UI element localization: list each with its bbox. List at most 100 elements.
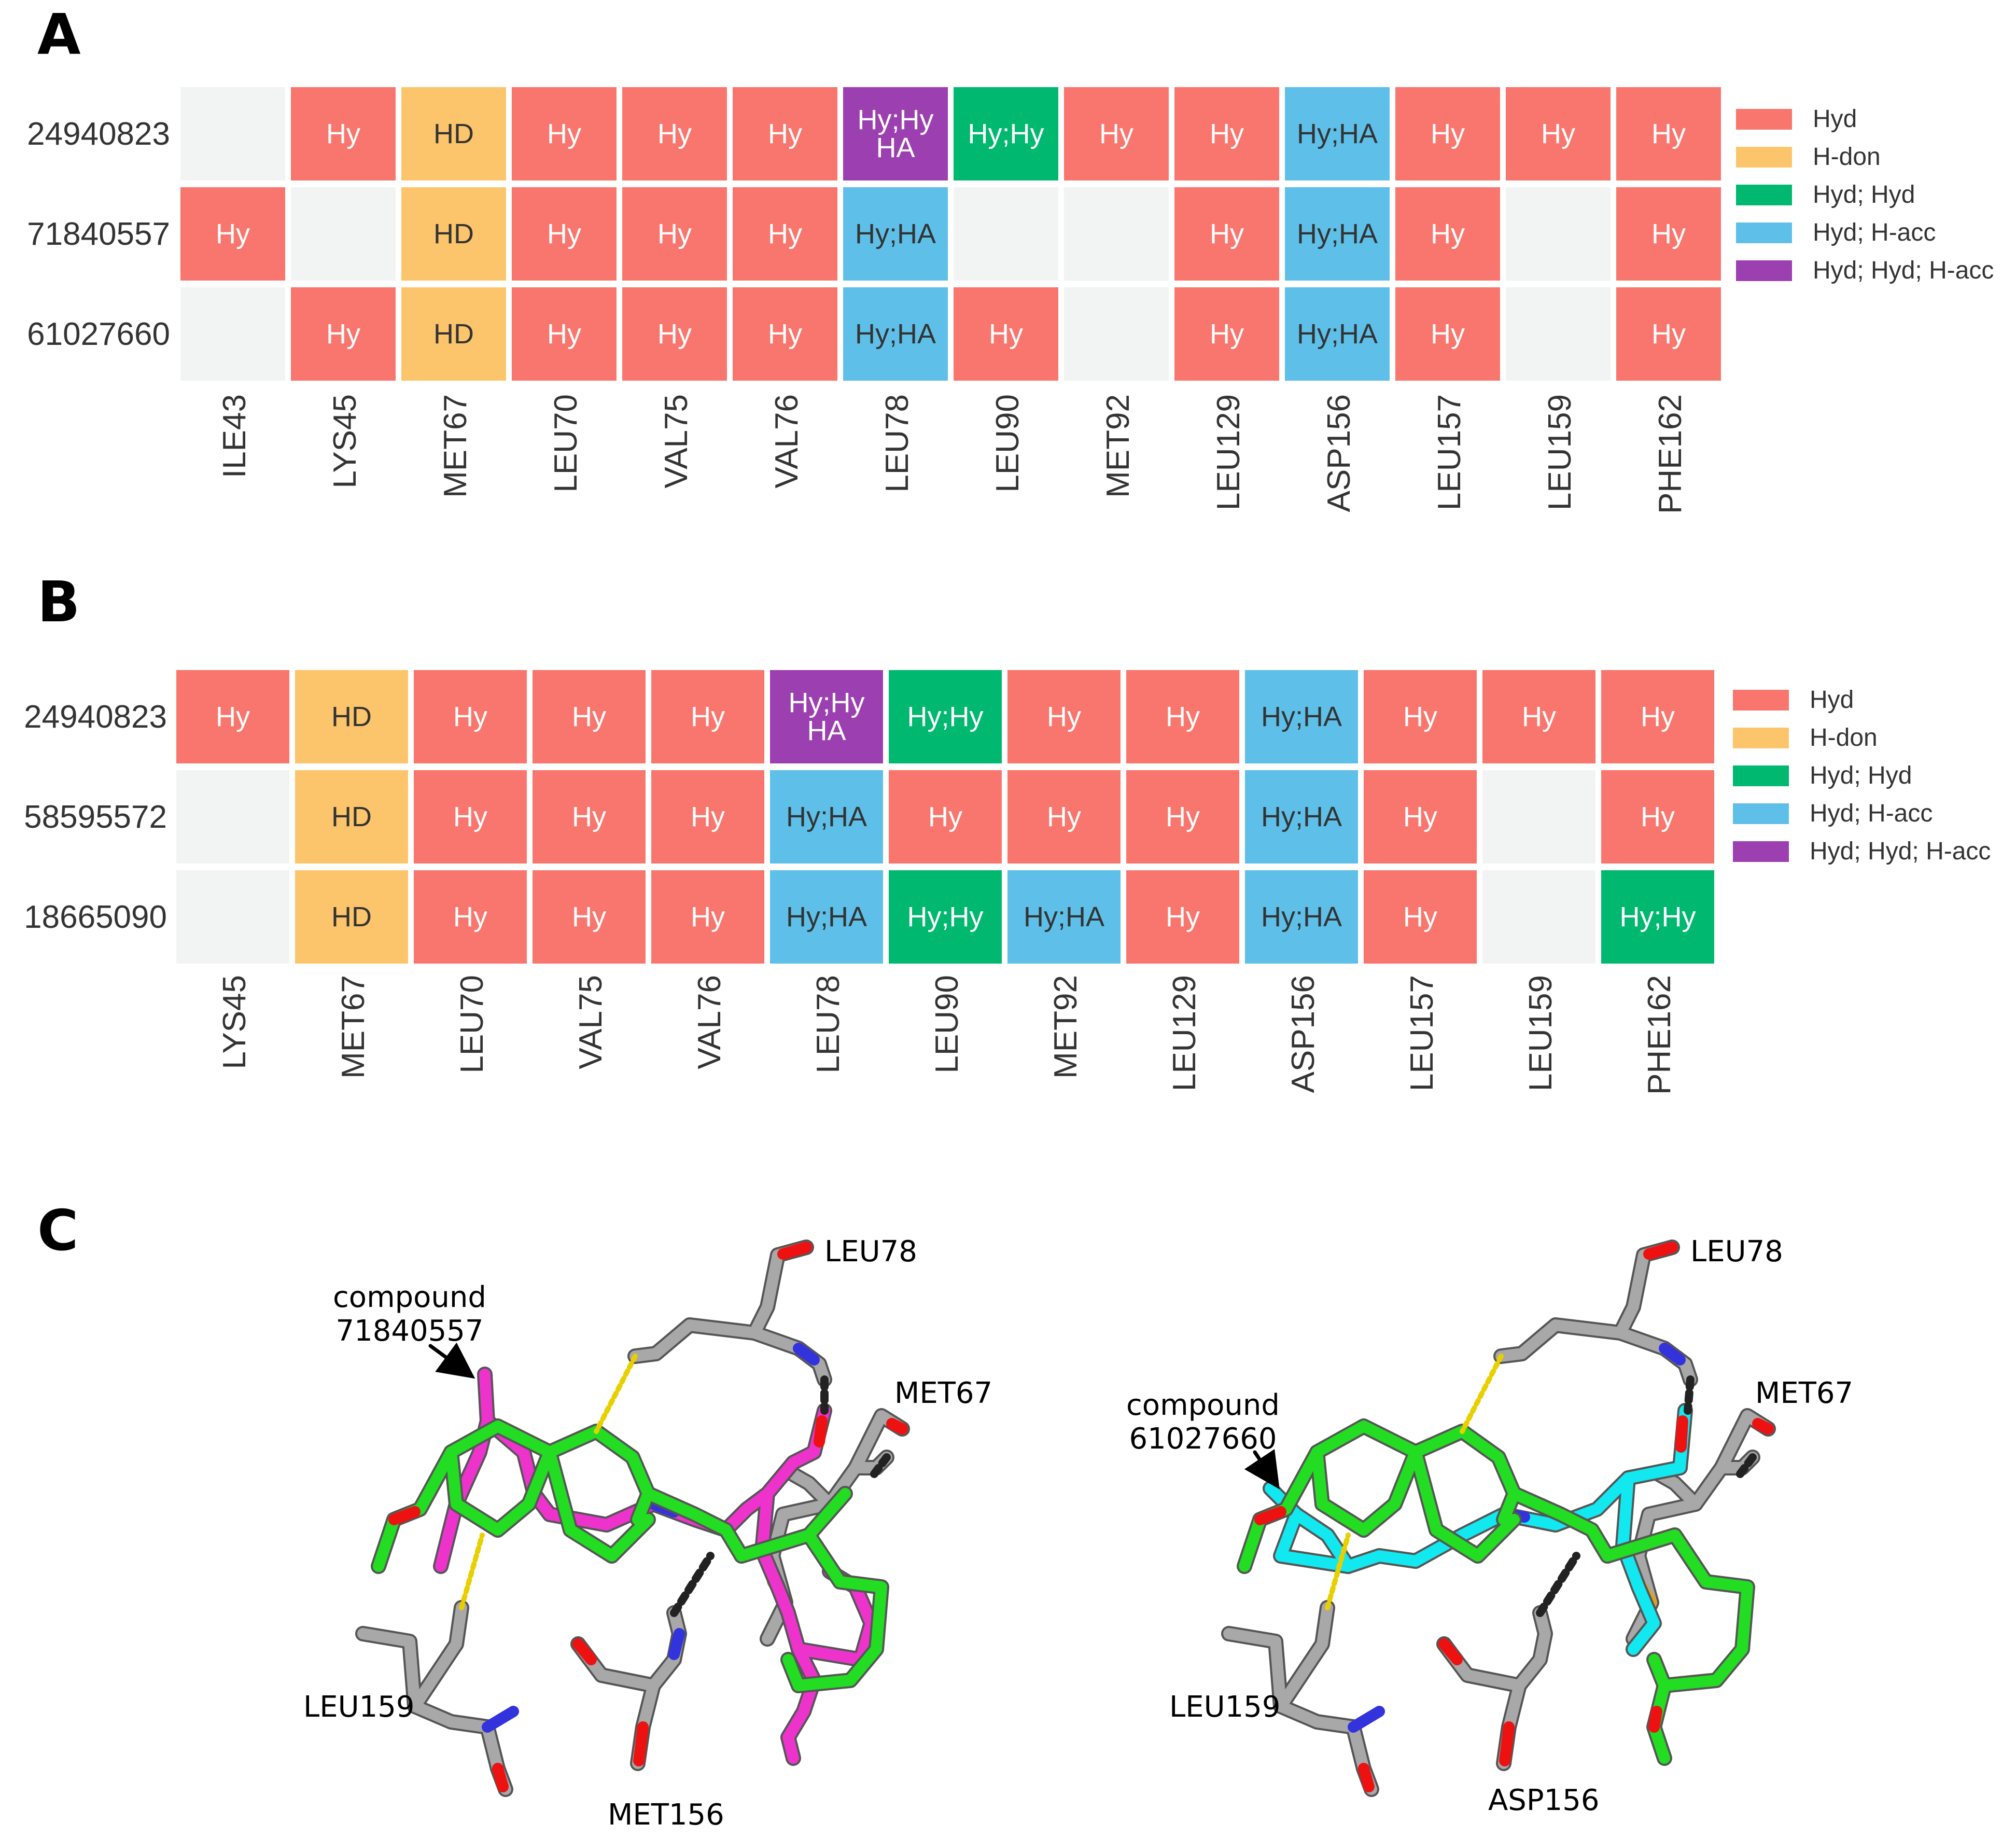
heatmap-cell: Hy;Hy [1601,870,1714,964]
heatmap-cell: Hy [1395,87,1500,180]
column-label: ILE43 [217,394,253,479]
heatmap-cell: Hy [1126,770,1239,864]
heatmap-cell [176,770,289,864]
column-label: LEU78 [879,394,915,493]
column-label: VAL75 [573,975,609,1069]
legend-label: H-don [1810,724,1878,751]
legend-item: Hyd; H-acc [1736,218,1936,247]
heatmap-cell: Hy [622,187,727,281]
column-label: LEU90 [929,975,965,1074]
heatmap-cell: Hy [414,870,527,964]
row-label: 58595572 [24,799,167,835]
heatmap-cell [1064,187,1169,281]
heatmap-cell: Hy [651,870,764,964]
legend-label: Hyd; H-acc [1813,219,1936,246]
right-leu159-label: LEU159 [1169,1690,1280,1724]
heatmap-cell [180,87,285,180]
heatmap-cell: HD [295,670,408,763]
legend-item: H-don [1733,723,1878,752]
legend-item: Hyd; Hyd [1733,761,1912,790]
row-label: 24940823 [27,116,170,152]
legend-label: Hyd; H-acc [1810,800,1933,827]
legend-item: Hyd; Hyd; H-acc [1736,256,1994,285]
heatmap-cell: Hy [1601,670,1714,763]
legend-swatch [1736,260,1792,281]
heatmap-cell [180,287,285,381]
heatmap-cell: Hy;HA [843,287,948,381]
legend-swatch [1736,222,1792,243]
heatmap-cell: Hy;Hy [889,670,1002,763]
heatmap-cell [1482,770,1595,864]
heatmap-cell: Hy;Hy [889,870,1002,964]
heatmap-cell: HD [401,287,506,381]
heatmap-cell: HD [295,870,408,964]
left-met67-label: MET67 [894,1376,992,1410]
legend-swatch [1733,803,1789,824]
row-label: 24940823 [24,699,167,735]
legend-item: Hyd [1733,686,1854,714]
heatmap-cell: Hy [1506,87,1611,180]
right-compound-label-1: compound [1126,1388,1280,1422]
heatmap-cell: Hy;HA [770,770,883,864]
heatmap-cell: Hy;HA [1285,87,1390,180]
column-label: VAL76 [692,975,727,1069]
legend-swatch [1733,689,1789,711]
heatmap-cell: Hy;Hy HA [843,87,948,180]
heatmap-cell: Hy [1601,770,1714,864]
heatmap-cell: Hy [1395,287,1500,381]
heatmap-cell: Hy [1064,87,1169,180]
heatmap-cell: Hy [1364,770,1477,864]
left-leu78-residue [627,1240,832,1387]
heatmap-cell: Hy [1364,870,1477,964]
row-label: 61027660 [27,316,170,352]
column-label: MET67 [438,394,473,498]
heatmap-cell: Hy [1174,87,1279,180]
column-label: LEU70 [548,394,584,493]
heatmap-cell: Hy;HA [1245,670,1358,763]
column-label: LEU129 [1211,394,1247,511]
heatmap-cell: Hy;Hy HA [770,670,883,763]
column-label: MET92 [1048,975,1084,1079]
heatmap-cell: Hy;HA [770,870,883,964]
heatmap-cell: Hy [1126,870,1239,964]
heatmap-cell: Hy;HA [1007,870,1121,964]
column-label: LEU157 [1432,394,1467,511]
heatmap-cell: Hy [414,670,527,763]
heatmap-cell [1482,870,1595,964]
heatmap-cell: Hy [651,670,764,763]
column-label: LEU129 [1167,975,1202,1092]
legend-swatch [1736,184,1792,205]
column-label: LYS45 [217,975,253,1069]
heatmap-cell: Hy [533,870,646,964]
legend-item: Hyd [1736,105,1857,133]
heatmap-cell: Hy [512,87,617,180]
column-label: LEU90 [990,394,1026,493]
heatmap-cell: Hy [1007,770,1121,864]
column-label: LYS45 [327,394,363,489]
legend-item: Hyd; Hyd; H-acc [1733,837,1991,866]
legend-item: Hyd; H-acc [1733,799,1933,828]
heatmap-cell [1064,287,1169,381]
column-label: LEU157 [1404,975,1440,1092]
row-label: 18665090 [24,899,167,935]
left-compound-label-2: 71840557 [335,1314,483,1348]
heatmap-cell: Hy;HA [1285,287,1390,381]
heatmap-cell: HD [401,187,506,281]
legend-swatch [1733,727,1789,748]
heatmap-cell: Hy [291,87,396,180]
heatmap-cell [954,187,1058,281]
heatmap-cell: Hy;Hy [954,87,1058,180]
column-label: VAL76 [769,394,805,489]
heatmap-cell: Hy [533,670,646,763]
column-label: PHE162 [1642,975,1677,1095]
heatmap-cell: Hy [1395,187,1500,281]
column-label: LEU159 [1523,975,1559,1092]
heatmap-cell: Hy [1616,87,1721,180]
legend-label: Hyd; Hyd; H-acc [1813,257,1994,284]
legend-label: H-don [1813,143,1881,171]
legend-swatch [1733,765,1789,786]
right-compound-label-2: 61027660 [1129,1422,1277,1456]
legend-label: Hyd; Hyd [1810,762,1912,789]
heatmap-cell: Hy [512,287,617,381]
heatmap-cell: Hy [1364,670,1477,763]
